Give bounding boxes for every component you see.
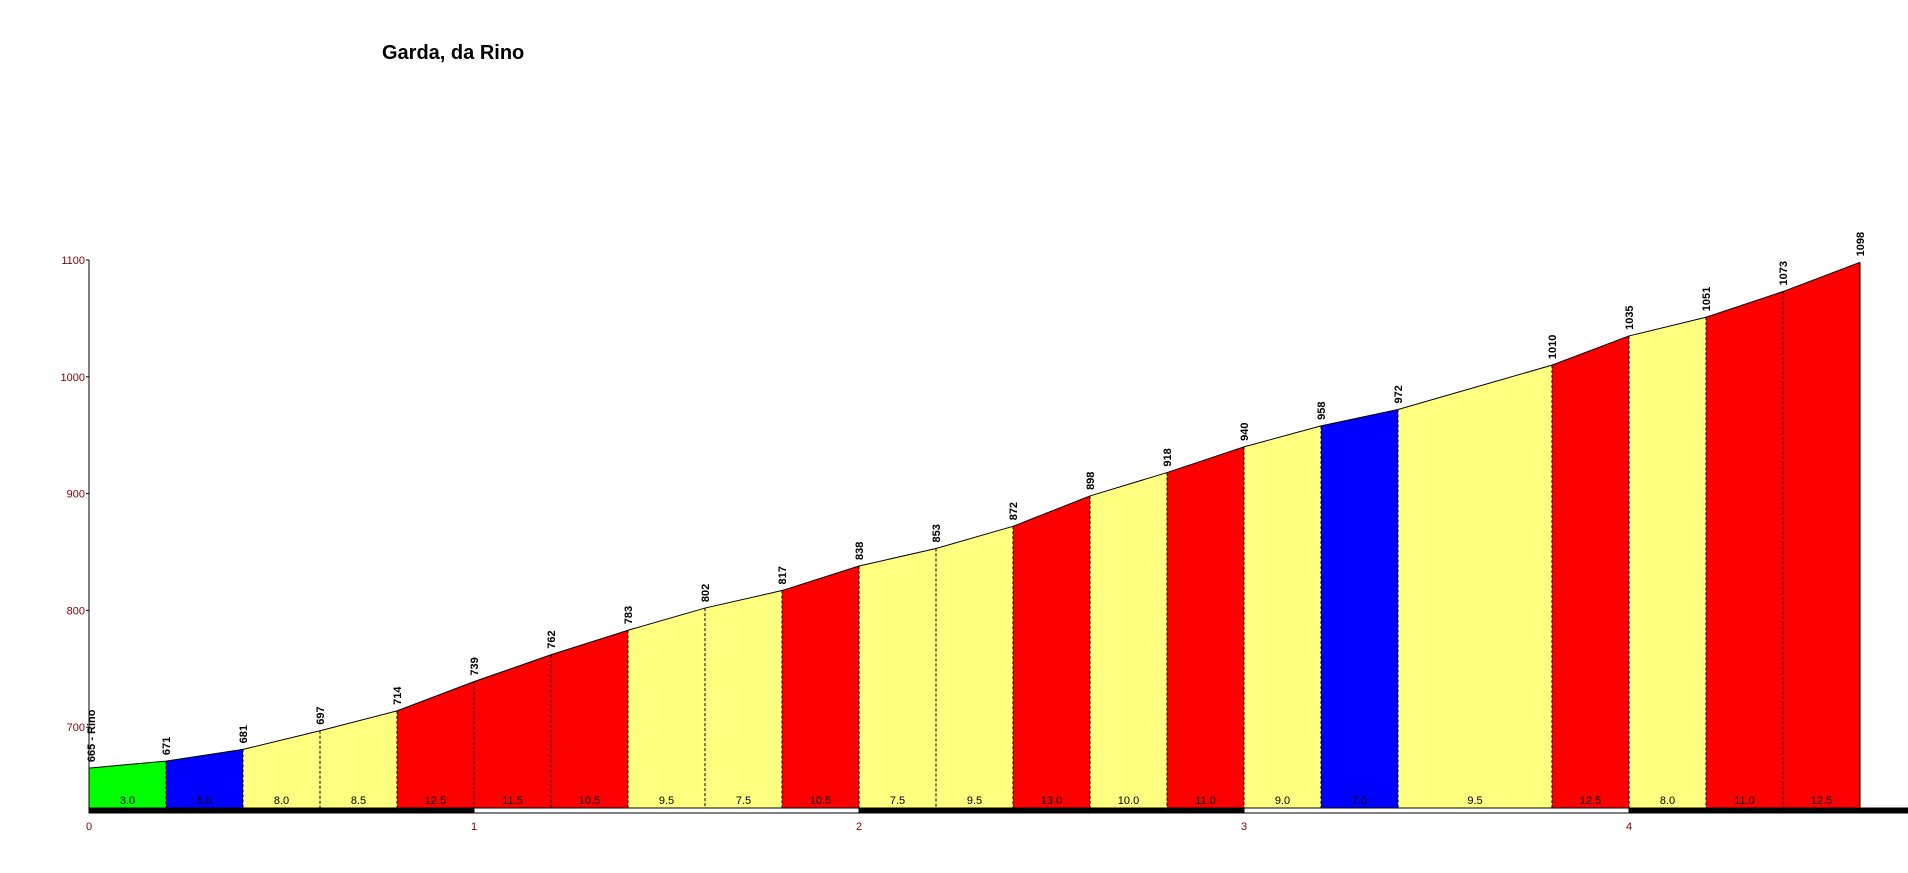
altitude-label: 1098: [1855, 232, 1867, 256]
y-tick-label: 1100: [61, 255, 85, 267]
y-tick-label: 800: [67, 605, 85, 617]
altitude-label: 872: [1008, 502, 1020, 520]
altitude-label: 739: [469, 657, 481, 675]
altitude-label: 853: [931, 524, 943, 542]
grade-segment-12: [936, 526, 1013, 808]
altitude-label: 681: [238, 725, 250, 743]
grade-label-22: 12.5: [1811, 795, 1832, 807]
grade-label-12: 9.5: [967, 795, 982, 807]
y-tick-label: 1000: [61, 372, 85, 384]
grade-label-4: 8.5: [351, 795, 366, 807]
altitude-label: 714: [392, 686, 404, 705]
grade-label-2: 5.0: [197, 795, 212, 807]
grade-segment-9: [705, 590, 782, 808]
grade-label-5: 12.5: [425, 795, 446, 807]
x-axis-km-bar: [1628, 807, 1908, 814]
x-tick-label: 1: [471, 821, 477, 833]
altitude-label: 802: [700, 584, 712, 602]
altitude-label: 918: [1162, 448, 1174, 466]
grade-labels: 3.0 5.0 8.0 8.5 12.5 11.5 10.5 9.5 7.5 10.5 7.5 9.5…: [120, 795, 1832, 807]
altitude-label: 817: [777, 566, 789, 584]
altitude-label: 838: [854, 542, 866, 560]
x-tick-label: 0: [86, 821, 92, 833]
grade-segment-22: [1783, 262, 1860, 808]
grade-segment-19: [1552, 335, 1629, 808]
grade-segment-14: [1090, 472, 1167, 808]
grade-label-14: 10.0: [1118, 795, 1139, 807]
grade-label-15: 11.0: [1195, 795, 1216, 807]
grade-label-20: 8.0: [1660, 795, 1675, 807]
grade-segment-8: [628, 608, 705, 808]
grade-label-6: 11.5: [502, 795, 523, 807]
altitude-label: 958: [1316, 401, 1328, 419]
grade-segment-20: [1629, 317, 1706, 808]
altitude-labels: 665 - Rino 671 681 697 714 739 762 783 802 817 838…: [86, 232, 1867, 762]
grade-segment-18: [1398, 365, 1552, 808]
altitude-label: 898: [1085, 472, 1097, 490]
x-tick-label: 4: [1626, 821, 1632, 833]
grade-segment-10: [782, 566, 859, 808]
profile-outline: [88, 261, 1861, 808]
grade-segment-17: [1321, 409, 1398, 808]
grade-segment-16: [1244, 425, 1321, 808]
grade-label-19: 12.5: [1580, 795, 1601, 807]
x-axis-km-bar: [858, 807, 1245, 814]
y-tick-label: 900: [67, 489, 85, 501]
grade-label-17: 7.0: [1352, 795, 1367, 807]
x-axis-km-bar: [1243, 807, 1630, 814]
altitude-label: 762: [546, 630, 558, 648]
altitude-label: 1035: [1624, 305, 1636, 329]
grade-segment-13: [1013, 495, 1090, 808]
grade-label-3: 8.0: [274, 795, 289, 807]
altitude-label: 940: [1239, 423, 1251, 441]
segment-dividers: [165, 291, 1784, 808]
x-tick-label: 3: [1241, 821, 1247, 833]
segment-fills: [89, 262, 1860, 808]
grade-label-1: 3.0: [120, 795, 135, 807]
grade-segment-21: [1706, 291, 1783, 808]
grade-label-18: 9.5: [1467, 795, 1482, 807]
grade-segment-11: [859, 548, 936, 808]
altitude-label: 697: [315, 706, 327, 724]
grade-label-16: 9.0: [1275, 795, 1290, 807]
grade-segment-7: [551, 630, 628, 808]
grade-label-11: 7.5: [890, 795, 905, 807]
grade-segment-1: [89, 761, 166, 808]
profile-line: [88, 261, 1861, 769]
grade-label-10: 10.5: [810, 795, 831, 807]
grade-label-9: 7.5: [736, 795, 751, 807]
altitude-label: 972: [1393, 385, 1405, 403]
grade-label-8: 9.5: [659, 795, 674, 807]
grade-segment-4: [320, 710, 397, 808]
axes: 700 800 900 1000 1100 0 1 2 3 4: [61, 255, 1908, 833]
grade-segment-3: [243, 730, 320, 808]
grade-segment-6: [474, 654, 551, 808]
altitude-label: 665 - Rino: [86, 709, 98, 762]
grade-segment-15: [1167, 446, 1244, 808]
altitude-label: 671: [161, 737, 173, 755]
grade-label-7: 10.5: [579, 795, 600, 807]
x-axis-km-bar: [88, 807, 475, 814]
altitude-label: 1051: [1701, 287, 1713, 311]
altitude-label: 1010: [1547, 335, 1559, 359]
grade-label-21: 11.0: [1734, 795, 1755, 807]
grade-segment-5: [397, 681, 474, 808]
x-tick-label: 2: [856, 821, 862, 833]
grade-segment-2: [166, 749, 243, 808]
y-tick-label: 700: [67, 722, 85, 734]
altitude-label: 783: [623, 606, 635, 624]
x-axis-km-bar: [473, 807, 860, 814]
altitude-label: 1073: [1778, 261, 1790, 285]
grade-label-13: 13.0: [1041, 795, 1062, 807]
chart-title: Garda, da Rino: [382, 42, 525, 64]
